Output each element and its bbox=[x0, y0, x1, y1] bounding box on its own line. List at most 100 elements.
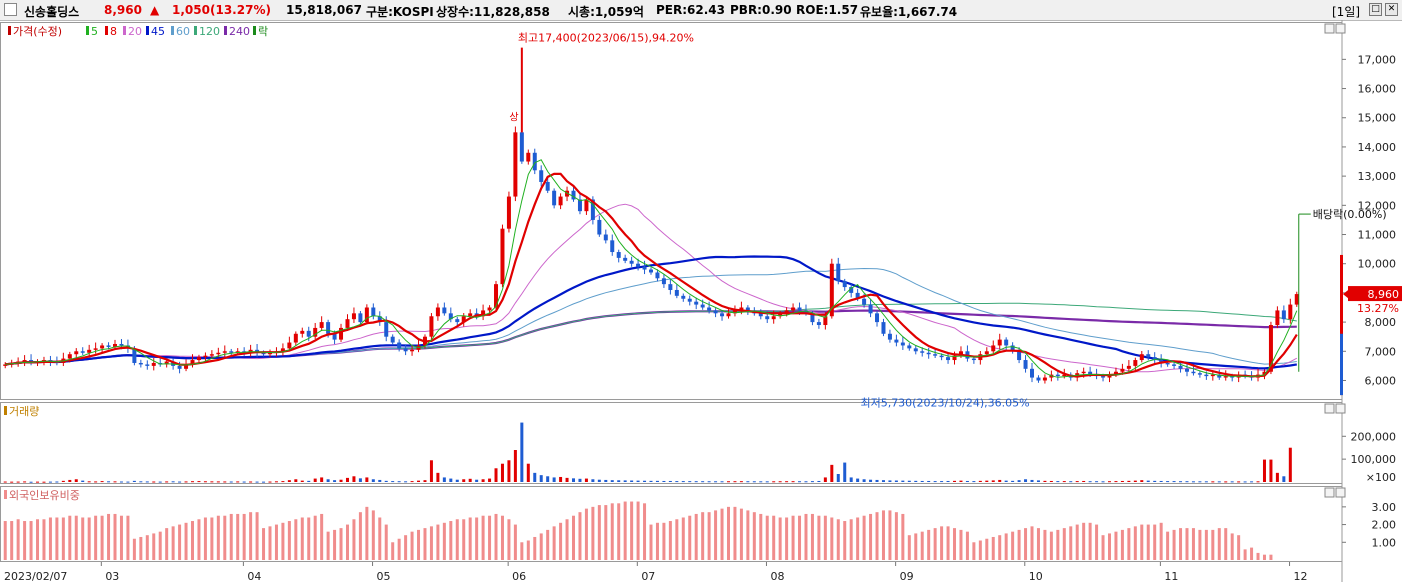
candle-body bbox=[939, 355, 944, 358]
candle-body bbox=[1217, 374, 1222, 378]
foreign-ratio-bar bbox=[597, 505, 601, 560]
foreign-ratio-bar bbox=[1069, 526, 1073, 560]
foreign-ratio-bar bbox=[630, 501, 634, 560]
volume-bar bbox=[1230, 481, 1234, 483]
legend-ma5[interactable]: 5 bbox=[91, 25, 98, 38]
foreign-ratio-bar bbox=[236, 513, 240, 560]
volume-bar bbox=[862, 479, 866, 482]
last-pct-label: 13.27% bbox=[1357, 302, 1399, 315]
volume-bar bbox=[759, 481, 763, 483]
legend-ma20[interactable]: 20 bbox=[128, 25, 142, 38]
legend-ma120[interactable]: 120 bbox=[199, 25, 220, 38]
foreign-ratio-bar bbox=[216, 515, 220, 560]
volume-bar bbox=[940, 481, 944, 483]
volume-bar bbox=[48, 481, 52, 483]
select-checkbox[interactable] bbox=[4, 3, 17, 16]
volume-bar bbox=[1075, 481, 1079, 483]
volume-bar bbox=[1095, 481, 1099, 483]
legend-ma8-marker bbox=[105, 26, 108, 35]
candle-body bbox=[823, 316, 828, 326]
foreign-ratio-bar bbox=[203, 517, 207, 560]
volume-bar bbox=[1269, 459, 1273, 482]
candle-body bbox=[377, 316, 382, 323]
volume-bar bbox=[1004, 480, 1008, 482]
volume-bar bbox=[165, 481, 169, 483]
foreign-ratio-bar bbox=[901, 513, 905, 560]
volume-bar bbox=[572, 478, 576, 482]
panel-close-icon[interactable] bbox=[1335, 403, 1346, 414]
panel-close-icon[interactable] bbox=[1335, 23, 1346, 34]
candle-body bbox=[1062, 374, 1067, 377]
foreign-ratio-bar bbox=[326, 531, 330, 560]
foreign-ratio-bar bbox=[759, 513, 763, 560]
candle-body bbox=[351, 313, 356, 320]
panel-minimize-icon[interactable] bbox=[1324, 23, 1335, 34]
current-price: 8,960 bbox=[104, 3, 142, 17]
foreign-ratio-bar bbox=[953, 528, 957, 560]
volume-bar bbox=[798, 481, 802, 483]
panel-close-icon[interactable] bbox=[1335, 487, 1346, 498]
period-selector[interactable]: [1일] bbox=[1332, 5, 1361, 19]
legend-ma45-marker bbox=[146, 26, 149, 35]
candle-body bbox=[494, 284, 499, 308]
foreign-ratio-bar bbox=[249, 512, 253, 560]
foreign-ratio-bar bbox=[449, 521, 453, 560]
price-tick-label: 11,000 bbox=[1358, 229, 1397, 242]
volume-bar bbox=[494, 468, 498, 482]
chart-area[interactable]: 6,0007,0008,0009,00010,00011,00012,00013… bbox=[0, 20, 1402, 582]
foreign-title[interactable]: 외국인보유비중 bbox=[9, 489, 80, 502]
legend-ex-dividend[interactable]: 락 bbox=[258, 25, 268, 38]
foreign-ratio-bar bbox=[410, 531, 414, 560]
panel-minimize-icon[interactable] bbox=[1324, 403, 1335, 414]
price-change: 1,050 bbox=[172, 3, 210, 17]
candle-body bbox=[113, 343, 118, 347]
legend-ma8[interactable]: 8 bbox=[110, 25, 117, 38]
legend-ma60[interactable]: 60 bbox=[176, 25, 190, 38]
volume-bar bbox=[972, 481, 976, 483]
maximize-icon[interactable]: □ bbox=[1369, 3, 1382, 16]
volume-bar bbox=[533, 472, 537, 482]
volume-bar bbox=[1262, 459, 1266, 482]
legend-ma240[interactable]: 240 bbox=[229, 25, 250, 38]
foreign-ratio-bar bbox=[1250, 547, 1254, 560]
volume-bar bbox=[139, 481, 143, 483]
foreign-ratio-bar bbox=[404, 535, 408, 560]
candle-body bbox=[1197, 373, 1202, 375]
stock-name[interactable]: 신송홀딩스 bbox=[24, 5, 80, 19]
close-icon[interactable]: ✕ bbox=[1385, 3, 1398, 16]
foreign-ratio-bar bbox=[1049, 531, 1053, 560]
foreign-ratio-bar bbox=[455, 519, 459, 560]
ma8-line bbox=[5, 172, 1298, 378]
volume-bar bbox=[785, 481, 789, 483]
volume-title[interactable]: 거래량 bbox=[9, 405, 39, 418]
volume-bar bbox=[617, 480, 621, 482]
candle-body bbox=[397, 342, 402, 349]
volume-bar bbox=[1133, 480, 1137, 482]
legend-ma240-marker bbox=[224, 26, 227, 35]
foreign-ratio-bar bbox=[462, 519, 466, 560]
volume-bar bbox=[1011, 480, 1015, 482]
volume-bar bbox=[152, 481, 156, 483]
legend-price[interactable]: 가격(수정) bbox=[13, 25, 62, 38]
candle-body bbox=[1010, 345, 1015, 352]
candle-body bbox=[603, 234, 608, 241]
candle-body bbox=[1281, 310, 1286, 320]
candle-body bbox=[196, 357, 201, 361]
volume-bar bbox=[378, 479, 382, 482]
foreign-ratio-bar bbox=[572, 515, 576, 560]
candle-body bbox=[958, 351, 963, 356]
panel-minimize-icon[interactable] bbox=[1324, 487, 1335, 498]
foreign-ratio-bar bbox=[1269, 554, 1273, 560]
foreign-ratio-bar bbox=[1088, 522, 1092, 560]
foreign-ratio-bar bbox=[875, 512, 879, 560]
volume-bar bbox=[591, 479, 595, 482]
candle-body bbox=[926, 352, 931, 355]
foreign-ratio-bar bbox=[10, 521, 14, 560]
volume-bar bbox=[1243, 481, 1247, 483]
foreign-ratio-bar bbox=[119, 515, 123, 560]
volume-bar bbox=[810, 481, 814, 483]
foreign-ratio-bar bbox=[16, 519, 20, 560]
volume-bar bbox=[223, 481, 227, 483]
legend-ma45[interactable]: 45 bbox=[151, 25, 165, 38]
foreign-ratio-bar bbox=[36, 519, 40, 560]
